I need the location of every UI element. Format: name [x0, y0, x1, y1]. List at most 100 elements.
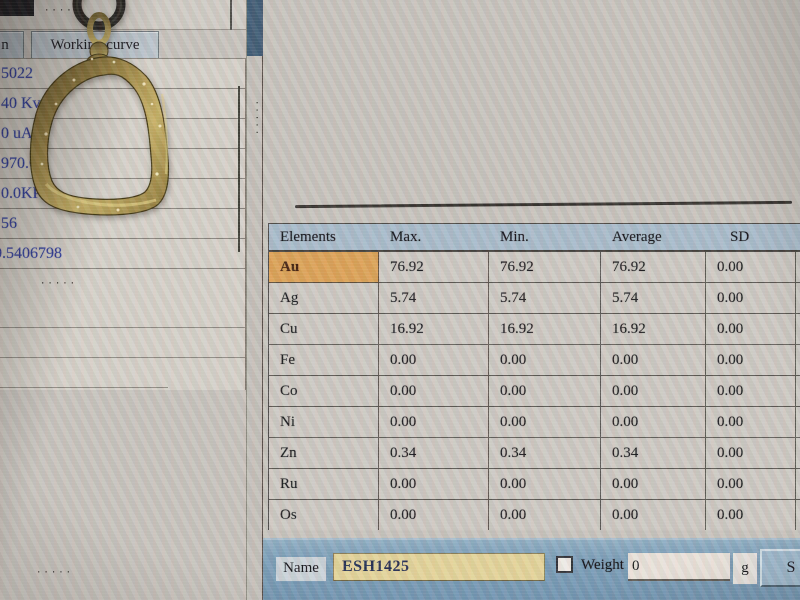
param-row: 40 Kv	[0, 89, 245, 119]
results-table: Elements Max. Min. Average SD Au 76.92 7…	[268, 223, 800, 530]
max-cell: 0.00	[379, 500, 489, 530]
table-row-cu[interactable]: Cu 16.92 16.92 16.92 0.00	[269, 314, 800, 345]
max-cell: 0.00	[379, 469, 489, 500]
element-cell[interactable]: Os	[269, 500, 379, 530]
element-cell[interactable]: Ni	[269, 407, 379, 438]
sample-info-bar: Name ESH1425 Weight 0 g S	[263, 538, 800, 600]
splitter-dots-icon[interactable]: ·····	[40, 279, 78, 289]
element-cell[interactable]: Fe	[269, 345, 379, 376]
sd-cell: 0.00	[706, 314, 796, 345]
element-cell[interactable]: Cu	[269, 314, 379, 345]
panel-splitter[interactable]: ·····	[246, 0, 263, 600]
sd-cell: 0.00	[706, 376, 796, 407]
min-cell: 0.00	[489, 469, 601, 500]
row-filler	[796, 376, 800, 407]
max-cell: 76.92	[379, 252, 489, 283]
param-row: 56	[0, 209, 245, 239]
max-cell: 0.00	[379, 407, 489, 438]
element-cell[interactable]: Ru	[269, 469, 379, 500]
min-cell: 76.92	[489, 252, 601, 283]
gold-pendant-object	[29, 0, 170, 216]
table-row-co[interactable]: Co 0.00 0.00 0.00 0.00	[269, 376, 800, 407]
min-cell: 0.34	[489, 438, 601, 469]
table-row-os[interactable]: Os 0.00 0.00 0.00 0.00	[269, 500, 800, 530]
row-filler	[796, 345, 800, 376]
engraving-sparkles	[40, 57, 162, 212]
col-header-min: Min.	[489, 224, 601, 252]
empty-row	[0, 328, 245, 358]
avg-cell: 16.92	[601, 314, 706, 345]
table-row-ni[interactable]: Ni 0.00 0.00 0.00 0.00	[269, 407, 800, 438]
start-button[interactable]: S	[760, 549, 800, 587]
max-cell: 16.92	[379, 314, 489, 345]
row-filler	[796, 500, 800, 530]
avg-cell: 0.00	[601, 345, 706, 376]
empty-row	[0, 358, 245, 388]
avg-cell: 0.00	[601, 469, 706, 500]
min-cell: 5.74	[489, 283, 601, 314]
splitter-top-cap	[247, 0, 263, 56]
sd-cell: 0.00	[706, 500, 796, 530]
avg-cell: 0.34	[601, 438, 706, 469]
col-header-average: Average	[601, 224, 706, 252]
sd-cell: 0.00	[706, 345, 796, 376]
max-cell: 0.00	[379, 376, 489, 407]
max-cell: 0.00	[379, 345, 489, 376]
sd-cell: 0.00	[706, 407, 796, 438]
min-cell: 0.00	[489, 376, 601, 407]
row-filler	[796, 283, 800, 314]
name-label: Name	[276, 557, 326, 581]
avg-cell: 0.00	[601, 500, 706, 530]
min-cell: 0.00	[489, 345, 601, 376]
section-rule	[294, 200, 793, 209]
row-filler	[796, 469, 800, 500]
row-filler	[796, 407, 800, 438]
table-row-ru[interactable]: Ru 0.00 0.00 0.00 0.00	[269, 469, 800, 500]
min-cell: 0.00	[489, 407, 601, 438]
empty-row	[0, 298, 245, 328]
row-filler	[796, 314, 800, 345]
sd-cell: 0.00	[706, 469, 796, 500]
table-row-zn[interactable]: Zn 0.34 0.34 0.34 0.00	[269, 438, 800, 469]
max-cell: 0.34	[379, 438, 489, 469]
tab-partial[interactable]: n	[0, 31, 24, 58]
element-cell[interactable]: Ag	[269, 283, 379, 314]
table-row-ag[interactable]: Ag 5.74 5.74 5.74 0.00	[269, 283, 800, 314]
splitter-handle-dots-icon[interactable]: ·····	[251, 100, 261, 138]
row-filler	[796, 252, 800, 283]
avg-cell: 0.00	[601, 407, 706, 438]
element-cell[interactable]: Zn	[269, 438, 379, 469]
sd-cell: 0.00	[706, 252, 796, 283]
col-header-elements: Elements	[269, 224, 379, 252]
col-header-sd: SD	[706, 224, 796, 252]
scrollbar-line[interactable]	[238, 86, 240, 252]
table-row-au[interactable]: Au 76.92 76.92 76.92 0.00	[269, 252, 800, 283]
sample-name-input[interactable]: ESH1425	[333, 553, 545, 581]
param-row: 5022	[0, 59, 245, 89]
splitter-dots-icon[interactable]: ·····	[36, 568, 74, 578]
header-filler	[796, 224, 800, 252]
weight-input[interactable]: 0	[628, 553, 730, 581]
param-value: 0.5406798	[0, 245, 62, 262]
weight-checkbox[interactable]	[556, 556, 573, 573]
min-cell: 16.92	[489, 314, 601, 345]
element-cell[interactable]: Co	[269, 376, 379, 407]
min-cell: 0.00	[489, 500, 601, 530]
max-cell: 5.74	[379, 283, 489, 314]
col-header-max: Max.	[379, 224, 489, 252]
row-filler	[796, 438, 800, 469]
weight-label: Weight	[581, 557, 624, 573]
param-row: 0.5406798	[0, 239, 245, 269]
avg-cell: 5.74	[601, 283, 706, 314]
table-row-fe[interactable]: Fe 0.00 0.00 0.00 0.00	[269, 345, 800, 376]
unit-gram-label: g	[733, 553, 757, 584]
avg-cell: 76.92	[601, 252, 706, 283]
sd-cell: 0.00	[706, 438, 796, 469]
table-header-row: Elements Max. Min. Average SD	[269, 224, 800, 252]
element-cell[interactable]: Au	[269, 252, 379, 283]
param-row: 0 uA	[0, 119, 245, 149]
sd-cell: 0.00	[706, 283, 796, 314]
window-edge-line	[230, 0, 232, 30]
splitter-dots-icon[interactable]: ·····	[44, 6, 82, 16]
